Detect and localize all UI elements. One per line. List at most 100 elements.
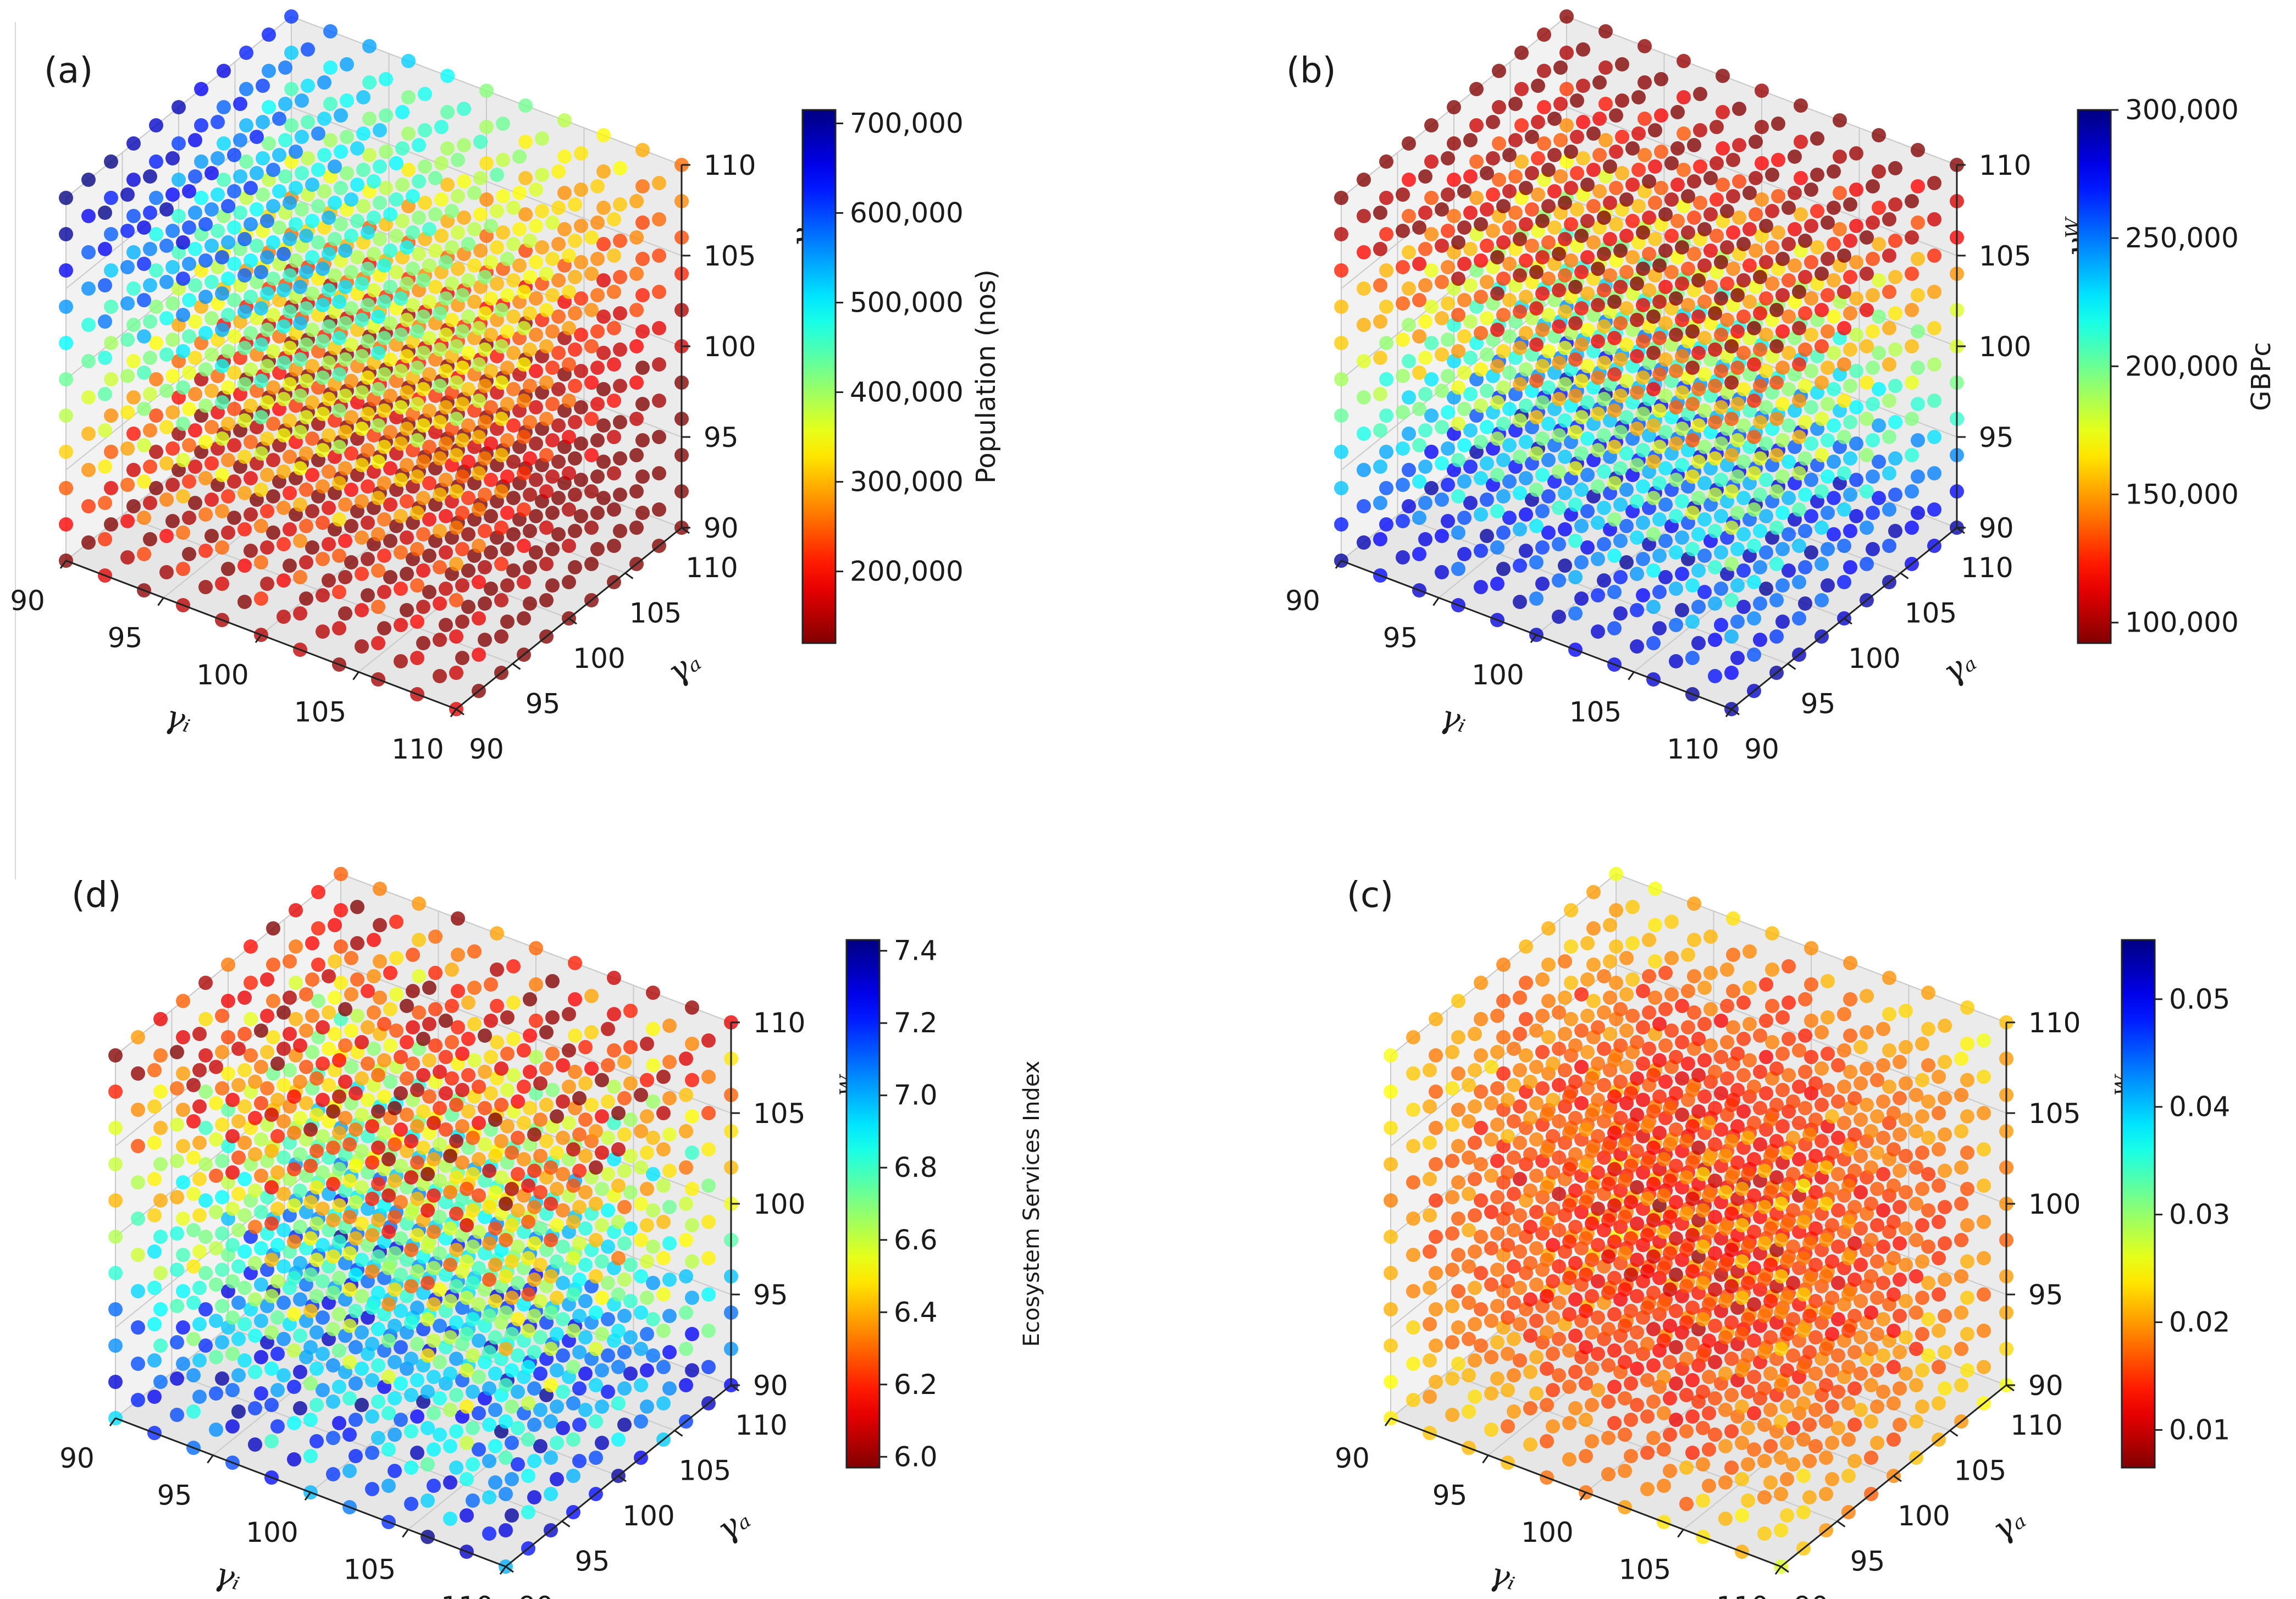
- scatter-point: [685, 1327, 699, 1341]
- scatter-point: [1854, 1040, 1868, 1054]
- scatter-point: [1714, 1086, 1728, 1100]
- scatter-point: [533, 1439, 547, 1453]
- scatter-point: [1637, 75, 1652, 90]
- scatter-point: [1681, 225, 1695, 240]
- scatter-point: [545, 324, 560, 339]
- scatter-point: [440, 141, 455, 156]
- scatter-point: [1396, 260, 1410, 274]
- scatter-point: [488, 1475, 502, 1490]
- scatter-point: [1782, 346, 1796, 360]
- scatter-point: [287, 1089, 301, 1104]
- scatter-point: [1730, 506, 1745, 520]
- z-tick-label: 95: [753, 1279, 788, 1311]
- scatter-point: [467, 222, 482, 236]
- scatter-point: [1334, 227, 1348, 241]
- scatter-point: [439, 618, 453, 632]
- scatter-point: [1574, 987, 1589, 1002]
- scatter-point: [545, 397, 560, 411]
- scatter-point: [550, 1291, 564, 1305]
- scatter-point: [322, 1005, 336, 1020]
- scatter-point: [344, 192, 358, 207]
- scatter-point: [1736, 1068, 1751, 1082]
- scatter-point: [1658, 570, 1673, 584]
- scatter-point: [1564, 181, 1578, 195]
- scatter-point: [679, 1269, 693, 1283]
- scatter-point: [1519, 362, 1533, 377]
- scatter-point: [244, 181, 258, 195]
- scatter-point: [389, 987, 403, 1002]
- scatter-point: [1480, 493, 1494, 507]
- scatter-point: [284, 46, 298, 60]
- scatter-point: [635, 179, 650, 193]
- scatter-point: [1552, 319, 1566, 334]
- scatter-point: [1837, 430, 1851, 444]
- scatter-point: [505, 1182, 519, 1196]
- scatter-point: [159, 384, 174, 398]
- scatter-point: [231, 1150, 246, 1165]
- scatter-point: [1502, 148, 1517, 162]
- scatter-point: [1691, 527, 1706, 541]
- scatter-point: [467, 295, 482, 309]
- scatter-point: [186, 1332, 201, 1346]
- scatter-point: [1714, 400, 1728, 414]
- scatter-point: [1749, 207, 1763, 222]
- scatter-point: [1576, 42, 1590, 57]
- scatter-point: [1379, 263, 1393, 278]
- scatter-point: [322, 319, 336, 334]
- scatter-point: [254, 1169, 268, 1183]
- scatter-point: [377, 403, 391, 418]
- scatter-point: [1580, 323, 1595, 337]
- scatter-point: [521, 1396, 535, 1410]
- scatter-point: [1687, 1005, 1701, 1020]
- scatter-point: [607, 285, 621, 299]
- scatter-point: [1468, 1172, 1482, 1186]
- scatter-point: [455, 324, 469, 339]
- scatter-point: [355, 639, 369, 654]
- scatter-point: [467, 1053, 482, 1067]
- scatter-point: [276, 1042, 291, 1056]
- scatter-point: [556, 1058, 570, 1072]
- scatter-point: [517, 539, 531, 553]
- scatter-point: [120, 224, 135, 238]
- scatter-point: [406, 225, 420, 240]
- scatter-point: [1619, 1023, 1634, 1038]
- scatter-point: [529, 545, 543, 560]
- scatter-point: [260, 1045, 274, 1059]
- scatter-point: [1558, 486, 1572, 500]
- scatter-point: [617, 1381, 632, 1396]
- scatter-point: [1753, 451, 1767, 466]
- scatter-point: [108, 1375, 123, 1389]
- scatter-point: [1843, 956, 1857, 970]
- scatter-point: [1496, 994, 1511, 1008]
- scatter-point: [590, 361, 605, 375]
- scatter-point: [1775, 252, 1790, 266]
- scatter-point: [231, 1078, 246, 1092]
- scatter-point: [254, 1277, 268, 1292]
- scatter-point: [284, 9, 298, 24]
- scatter-point: [309, 1362, 324, 1376]
- scatter-point: [662, 1381, 677, 1396]
- scatter-point: [338, 1002, 352, 1016]
- scatter-point: [1525, 130, 1539, 144]
- scatter-point: [1537, 64, 1551, 78]
- scatter-point: [607, 502, 621, 517]
- scatter-point: [1451, 453, 1465, 467]
- scatter-point: [496, 225, 510, 240]
- scatter-point: [1468, 1063, 1482, 1077]
- scatter-point: [1658, 966, 1673, 980]
- scatter-point: [500, 433, 514, 447]
- scatter-point: [1508, 169, 1523, 184]
- scatter-point: [165, 296, 180, 311]
- scatter-point: [394, 509, 408, 523]
- scatter-point: [1759, 582, 1773, 596]
- scatter-point: [422, 258, 436, 273]
- scatter-point: [1591, 624, 1605, 639]
- scatter-point: [1591, 443, 1605, 457]
- scatter-point: [488, 1330, 502, 1345]
- colorbar-tick-label: 250,000: [2125, 222, 2239, 254]
- scatter-point: [400, 1035, 414, 1049]
- scatter-point: [449, 484, 463, 499]
- scatter-point: [656, 1215, 671, 1229]
- scatter-point: [1675, 276, 1689, 291]
